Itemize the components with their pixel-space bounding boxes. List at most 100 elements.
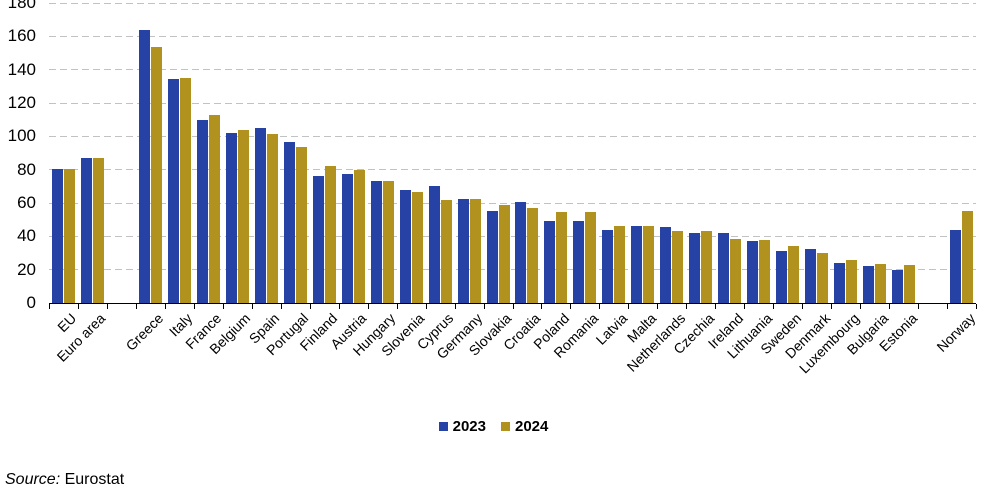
- bar-luxembourg-2024: [846, 259, 858, 303]
- bar-czechia-2023: [689, 233, 701, 303]
- gridline-160: [49, 35, 976, 37]
- x-axis-tick: [976, 304, 977, 309]
- x-axis-tick: [483, 304, 485, 309]
- bar-denmark-2024: [817, 253, 829, 303]
- legend-item-2023: 2023: [438, 418, 486, 435]
- bar-latvia-2023: [602, 229, 614, 303]
- x-axis-tick: [773, 304, 775, 309]
- y-axis-label-60: 60: [17, 193, 36, 212]
- y-axis-label-160: 160: [7, 26, 36, 46]
- y-axis-label-120: 120: [7, 93, 36, 112]
- bar-france-2024: [208, 114, 220, 303]
- legend-item-2024: 2024: [501, 418, 548, 435]
- bar-spain-2023: [254, 128, 266, 303]
- x-axis-tick: [164, 304, 166, 309]
- bar-hungary-2023: [370, 181, 382, 303]
- bar-bulgaria-2024: [875, 263, 887, 303]
- x-axis-tick: [135, 304, 137, 309]
- gridline-140: [49, 69, 976, 71]
- bar-germany-2024: [469, 198, 481, 303]
- x-axis-tick: [280, 304, 282, 309]
- bar-sweden-2023: [776, 250, 788, 303]
- source-note: Source: Eurostat: [5, 471, 124, 489]
- bar-netherlands-2024: [672, 230, 684, 303]
- x-axis-tick: [193, 304, 195, 309]
- x-axis-tick: [77, 304, 79, 309]
- x-axis-tick: [628, 304, 630, 309]
- x-axis-tick: [454, 304, 456, 309]
- bar-portugal-2023: [283, 142, 295, 303]
- bar-ireland-2024: [730, 238, 742, 303]
- source-text: Eurostat: [60, 471, 125, 488]
- bar-malta-2023: [631, 225, 643, 303]
- bar-poland-2024: [556, 212, 568, 303]
- bar-estonia-2024: [904, 264, 916, 303]
- bar-estonia-2023: [892, 269, 904, 303]
- bar-slovenia-2023: [399, 189, 411, 303]
- x-axis-tick: [222, 304, 224, 309]
- bar-czechia-2024: [701, 231, 713, 303]
- x-axis-tick: [570, 304, 572, 309]
- bar-poland-2023: [544, 221, 556, 303]
- bar-denmark-2023: [805, 248, 817, 303]
- x-axis-tick: [541, 304, 543, 309]
- x-axis-tick: [309, 304, 311, 309]
- bar-germany-2023: [457, 198, 469, 303]
- bar-cyprus-2023: [428, 185, 440, 303]
- bar-lithuania-2023: [747, 241, 759, 303]
- x-axis-tick: [744, 304, 746, 309]
- bar-belgium-2024: [237, 129, 249, 303]
- y-axis-label-80: 80: [17, 159, 36, 179]
- bar-greece-2024: [150, 47, 162, 303]
- bar-norway-2023: [950, 229, 962, 303]
- gridline-20: [49, 269, 976, 271]
- bar-slovakia-2024: [498, 204, 510, 303]
- bar-bulgaria-2023: [863, 266, 875, 303]
- source-prefix: Source:: [5, 471, 61, 488]
- bar-malta-2024: [643, 226, 655, 303]
- x-axis-tick: [889, 304, 891, 309]
- bar-romania-2024: [585, 212, 597, 303]
- y-axis-label-140: 140: [7, 59, 36, 79]
- gridline-180: [49, 2, 976, 4]
- x-axis-tick: [367, 304, 369, 309]
- bar-netherlands-2023: [660, 227, 672, 303]
- legend-swatch-2024-icon: [501, 422, 510, 431]
- bar-finland-2023: [312, 175, 324, 303]
- bar-romania-2023: [573, 221, 585, 303]
- x-axis-tick: [425, 304, 427, 309]
- x-axis-tick: [918, 304, 920, 309]
- bar-slovenia-2024: [411, 192, 423, 303]
- gridline-80: [49, 169, 976, 171]
- bar-italy-2024: [179, 78, 191, 303]
- bar-finland-2024: [324, 166, 336, 303]
- x-axis-tick: [599, 304, 601, 309]
- x-axis-tick: [512, 304, 514, 309]
- bar-austria-2023: [341, 173, 353, 303]
- bar-france-2023: [196, 119, 208, 303]
- bar-croatia-2024: [527, 208, 539, 303]
- y-axis-label-180: 180: [7, 0, 36, 12]
- gridline-100: [49, 135, 976, 137]
- bar-slovakia-2023: [486, 210, 498, 303]
- bar-eu-2023: [51, 168, 63, 303]
- bar-ireland-2023: [718, 233, 730, 303]
- gridline-60: [49, 202, 976, 204]
- bar-belgium-2023: [225, 133, 237, 303]
- x-axis-tick: [396, 304, 398, 309]
- bar-greece-2023: [138, 29, 150, 303]
- x-axis-tick: [251, 304, 253, 309]
- x-axis-tick: [106, 304, 108, 309]
- bar-norway-2024: [962, 211, 974, 303]
- x-axis-tick: [831, 304, 833, 309]
- y-axis-label-20: 20: [17, 259, 36, 279]
- y-axis-label-100: 100: [7, 126, 36, 146]
- gridline-40: [49, 235, 976, 237]
- y-axis-label-40: 40: [17, 226, 36, 246]
- x-axis-tick: [802, 304, 804, 309]
- bar-euro-area-2023: [80, 158, 92, 303]
- plot-area: [49, 2, 977, 309]
- legend: 2023 2024: [0, 418, 987, 435]
- x-axis-tick: [860, 304, 862, 309]
